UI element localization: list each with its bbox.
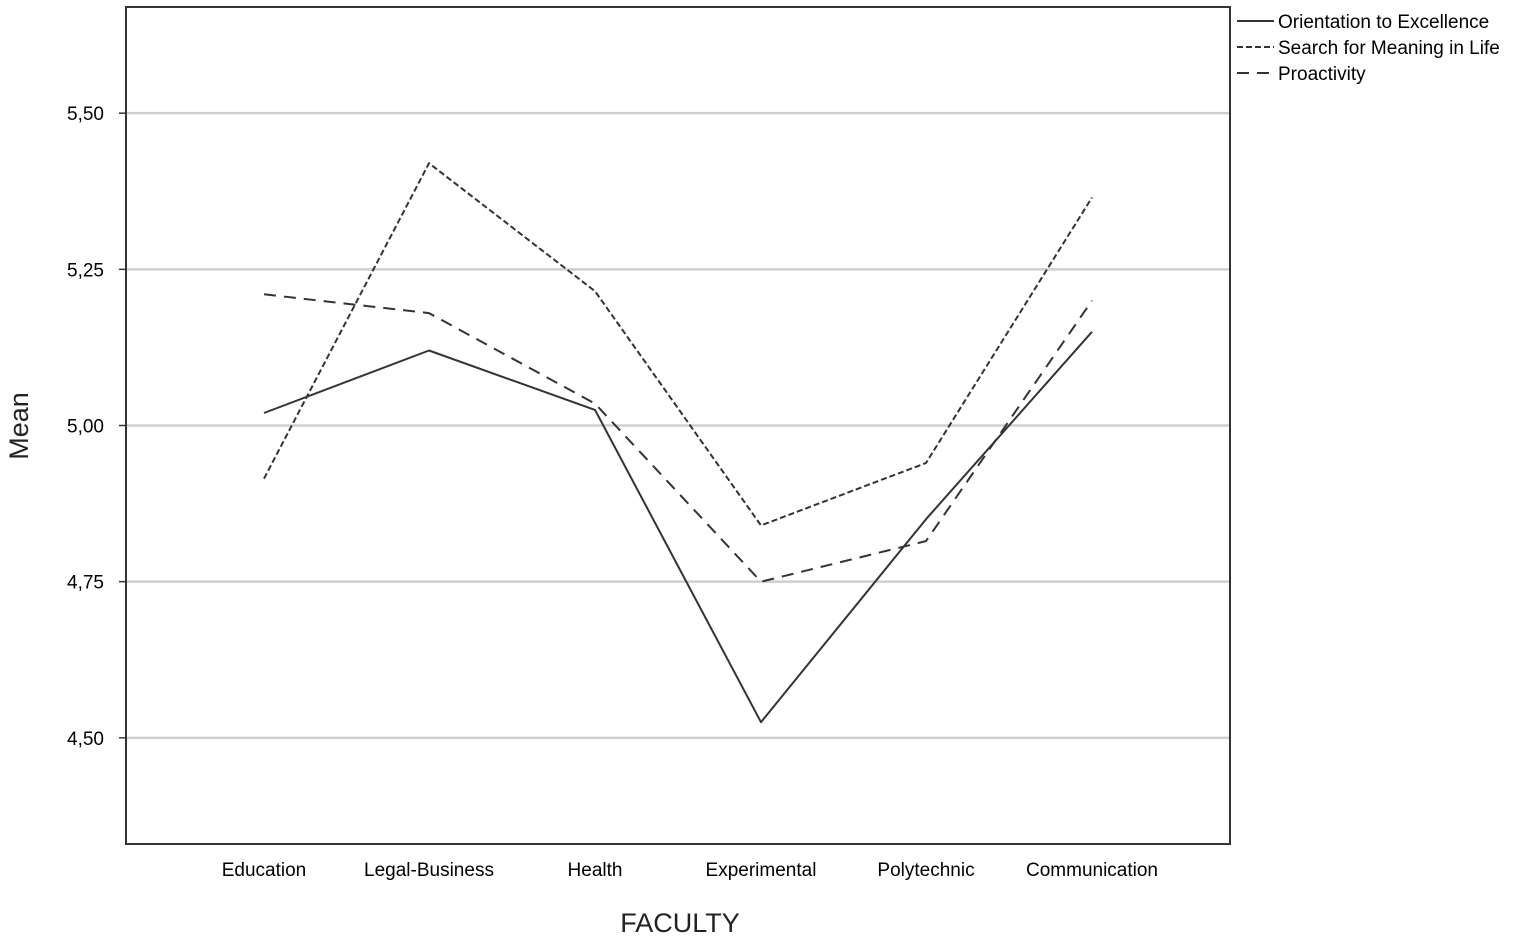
x-tick-label: Legal-Business	[364, 860, 494, 881]
x-tick-label: Polytechnic	[877, 860, 974, 881]
y-tick-label: 4,50	[67, 729, 104, 750]
series-lines	[263, 162, 1093, 724]
y-axis-ticks: 4,50 4,75 5,00 5,25 5,50	[67, 104, 126, 750]
y-tick-label: 5,00	[67, 417, 104, 438]
y-axis-title: Mean	[4, 392, 34, 460]
x-tick-label: Health	[568, 860, 623, 881]
legend-label: Search for Meaning in Life	[1278, 38, 1500, 59]
x-axis-ticks: Education Legal-Business Health Experimenta…	[222, 860, 1158, 881]
x-tick-label: Experimental	[706, 860, 817, 881]
x-axis-title: FACULTY	[620, 908, 740, 938]
x-tick-label: Communication	[1026, 860, 1158, 881]
x-tick-label: Education	[222, 860, 307, 881]
legend-label: Proactivity	[1278, 64, 1366, 85]
y-tick-label: 5,50	[67, 104, 104, 125]
legend-background	[1232, 8, 1535, 104]
y-tick-label: 5,25	[67, 260, 104, 281]
series-line-proactivity	[263, 293, 1093, 583]
series-line-search-for-meaning-in-life	[263, 162, 1093, 527]
legend-label: Orientation to Excellence	[1278, 12, 1489, 33]
legend: Orientation to Excellence Search for Mean…	[1232, 8, 1535, 104]
series-line-orientation-to-excellence	[263, 331, 1093, 724]
y-tick-label: 4,75	[67, 573, 104, 594]
